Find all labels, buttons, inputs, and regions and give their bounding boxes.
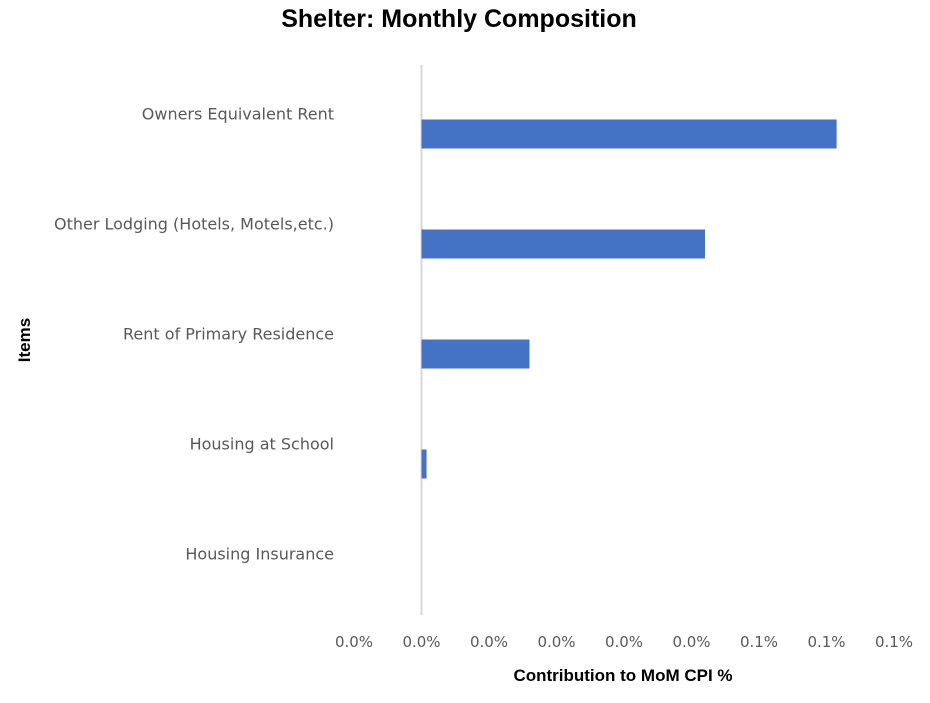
bar xyxy=(421,449,427,479)
category-label: Housing Insurance xyxy=(185,545,334,564)
bar xyxy=(421,229,705,259)
category-label: Other Lodging (Hotels, Motels,etc.) xyxy=(54,215,334,234)
x-tick-label: 0.0% xyxy=(402,633,440,651)
category-label: Rent of Primary Residence xyxy=(123,325,334,344)
category-labels: Owners Equivalent Rent Other Lodging (Hot… xyxy=(54,105,334,564)
x-tick-label: 0.0% xyxy=(672,633,710,651)
x-tick-label: 0.1% xyxy=(807,633,845,651)
bar xyxy=(421,339,530,369)
x-tick-label: 0.0% xyxy=(537,633,575,651)
x-tick-label: 0.1% xyxy=(740,633,778,651)
x-tick-labels: 0.0% 0.0% 0.0% 0.0% 0.0% 0.0% 0.1% 0.1% 0.1% xyxy=(335,633,913,651)
y-axis-title: Items xyxy=(15,318,34,362)
bars xyxy=(421,119,837,479)
x-tick-label: 0.0% xyxy=(335,633,373,651)
category-label: Housing at School xyxy=(190,435,334,454)
bar xyxy=(421,119,837,149)
chart-title: Shelter: Monthly Composition xyxy=(281,5,637,33)
x-tick-label: 0.0% xyxy=(605,633,643,651)
x-axis-title: Contribution to MoM CPI % xyxy=(513,666,732,685)
category-label: Owners Equivalent Rent xyxy=(142,105,334,124)
x-tick-label: 0.1% xyxy=(875,633,913,651)
x-tick-label: 0.0% xyxy=(470,633,508,651)
